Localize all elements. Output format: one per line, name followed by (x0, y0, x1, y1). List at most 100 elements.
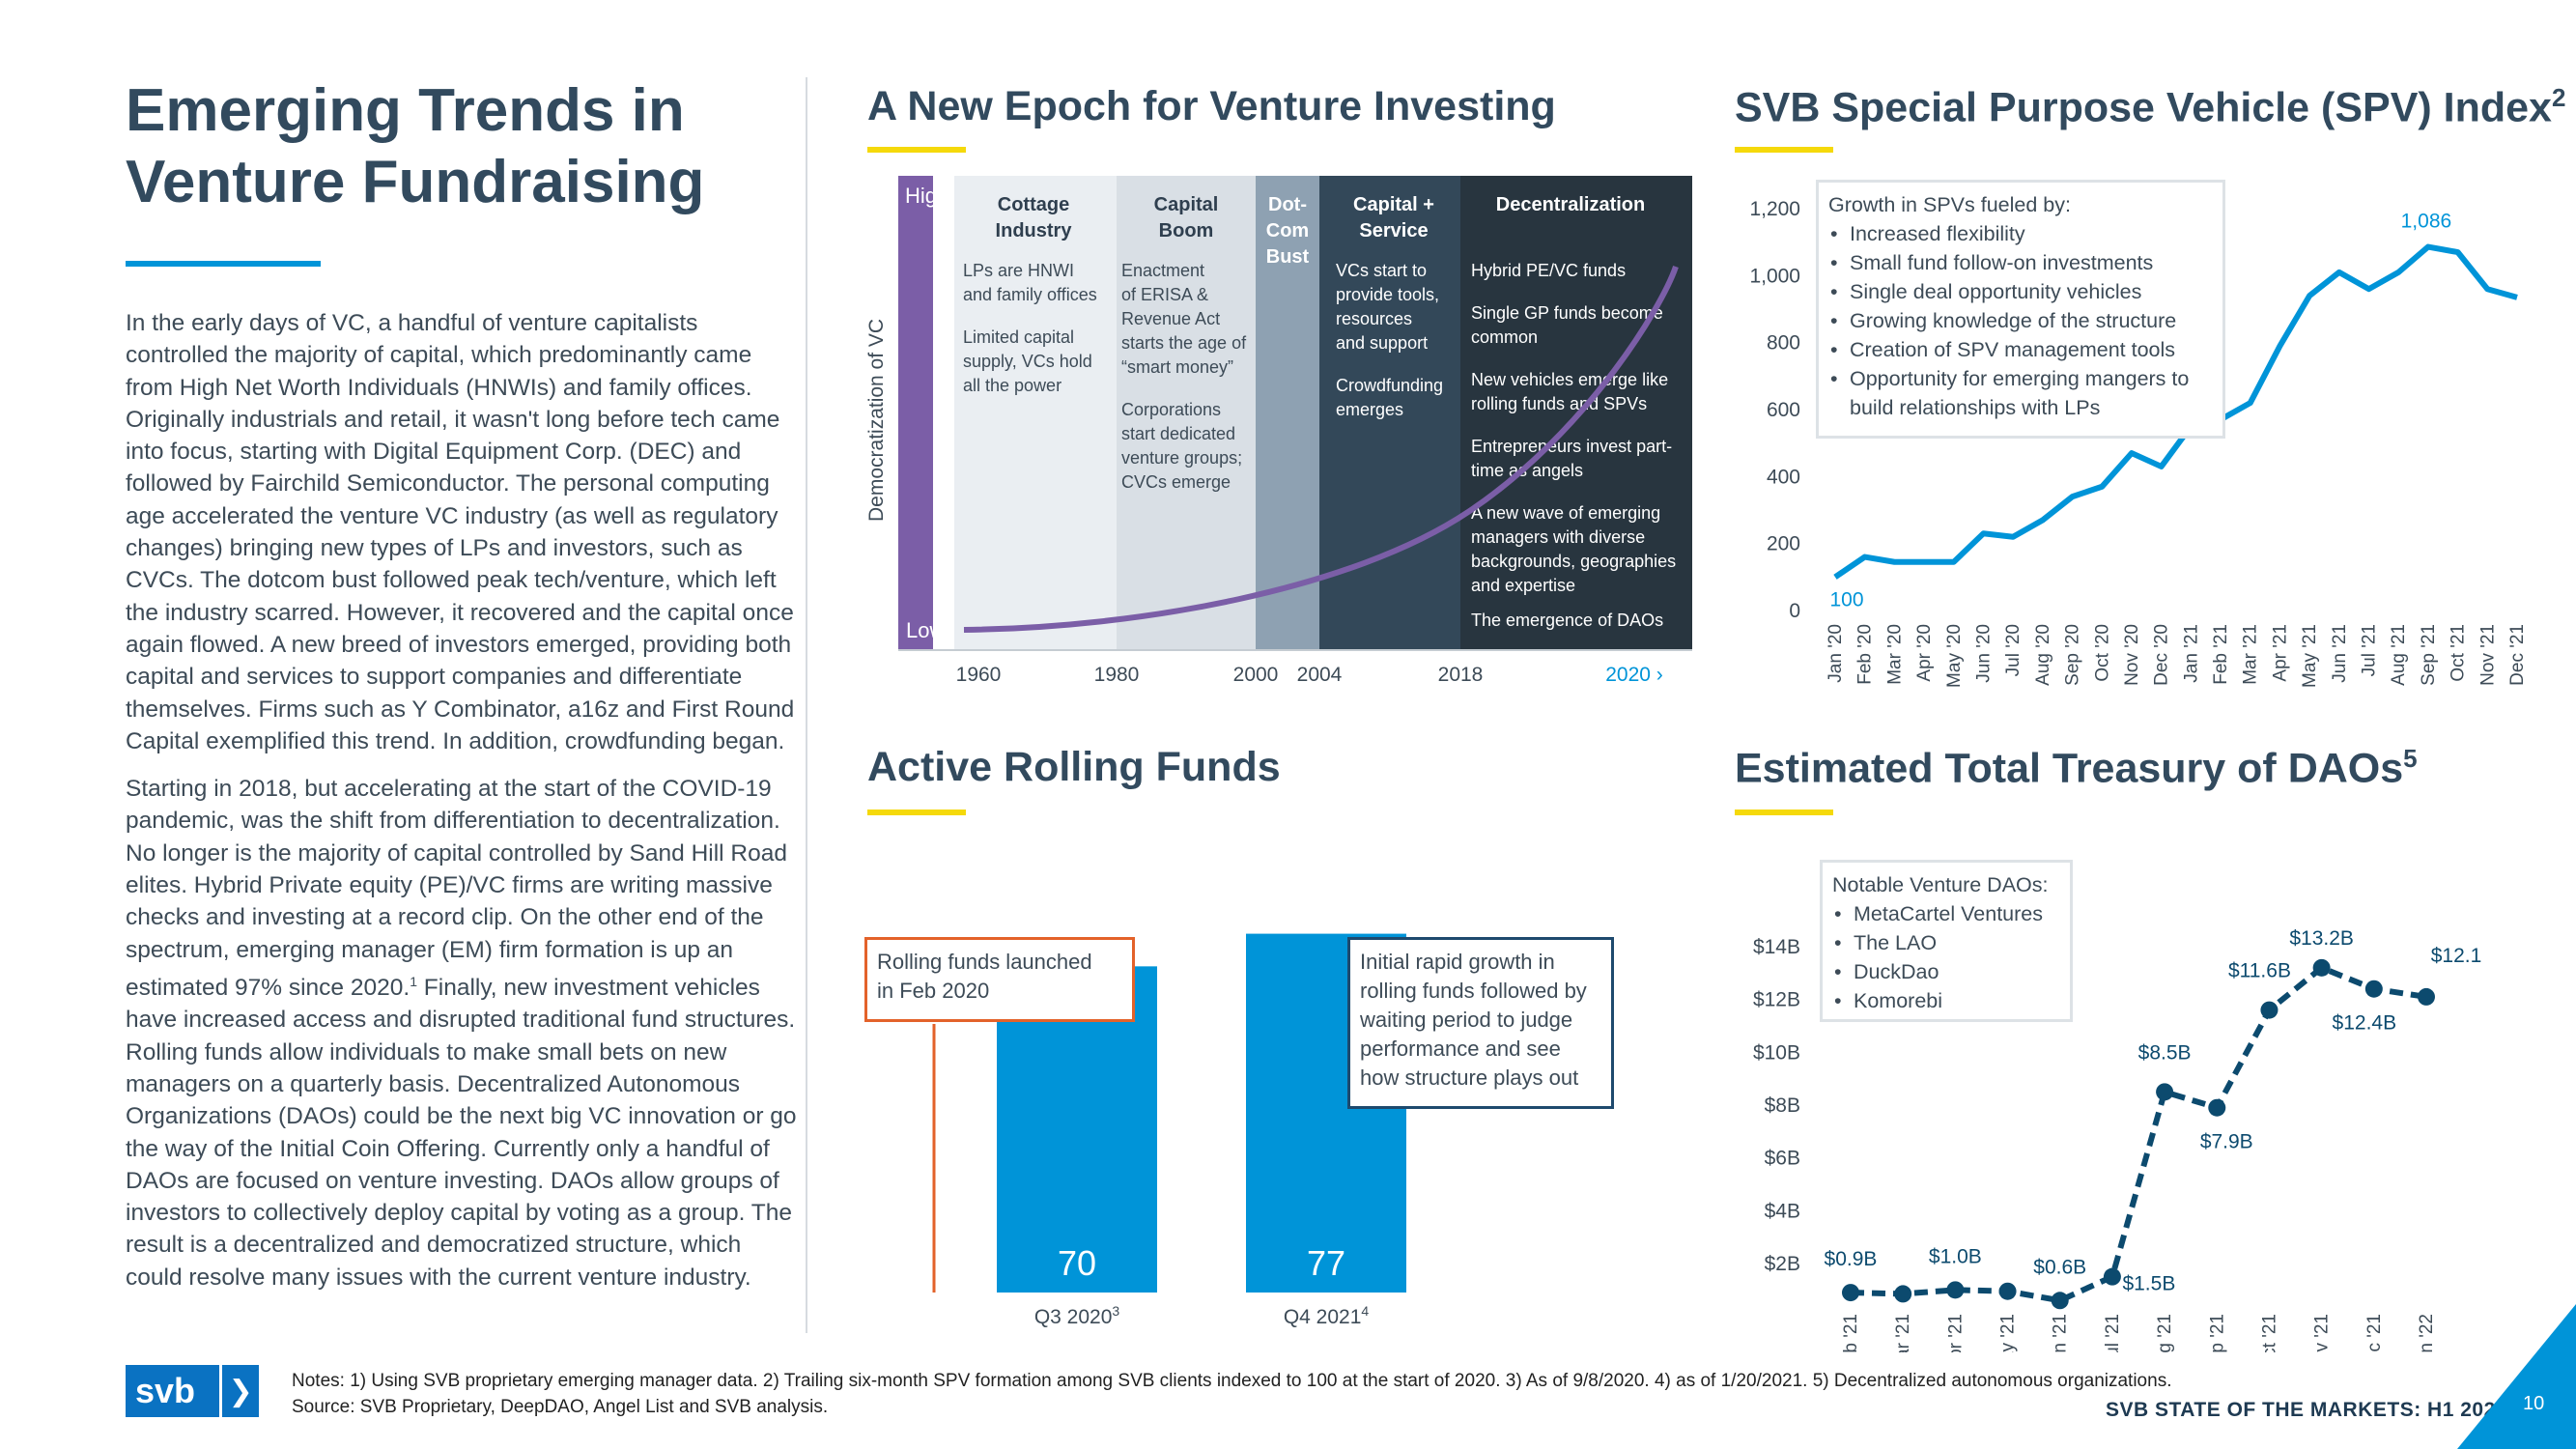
spv-index-line (1833, 243, 2518, 580)
era-bg-cottage (954, 176, 1097, 649)
rolling-callout-right: Initial rapid growth in rolling funds fo… (1347, 937, 1614, 1109)
data-point[interactable] (1894, 1285, 1912, 1303)
y-tick-label: $12B (1753, 989, 1800, 1011)
data-label: $0.6B (2033, 1256, 2086, 1278)
page-title-line-2: Venture Fundraising (126, 149, 705, 215)
x-tick-label: Dec '20 (2152, 624, 2172, 686)
x-tick-label: Oct '21 (2449, 624, 2469, 682)
point-label: 100 (1829, 588, 1863, 611)
era-header-cottage-line-1: Cottage (998, 194, 1069, 215)
x-tick-label: Nov '20 (2122, 624, 2142, 686)
x-tick-label: Oct '21 (2259, 1314, 2279, 1352)
bar-value-label: 70 (1058, 1243, 1096, 1283)
note-line: New vehicles emerge like (1471, 370, 1668, 389)
rolling-title: Active Rolling Funds (867, 744, 1281, 790)
dao-title: Estimated Total Treasury of DAOs5 (1735, 744, 2418, 792)
era-header-dotcom-line-3: Bust (1266, 246, 1310, 268)
note-line: rolling funds and SPVs (1471, 394, 1647, 413)
svb-logo-text: svb (135, 1371, 196, 1410)
data-label: $11.6B (2228, 960, 2291, 982)
democratization-bar (898, 176, 933, 649)
data-point[interactable] (2103, 1267, 2121, 1286)
note-line: VCs start to (1336, 261, 1427, 280)
x-tick-label: Mar '21 (2241, 624, 2261, 685)
x-tick-label: Apr '21 (2270, 624, 2290, 682)
callout-line: waiting period to judge (1360, 1008, 1573, 1032)
era-header-capital-service-line-2: Service (1359, 220, 1428, 242)
year-label: 2004 (1297, 664, 1343, 686)
data-point[interactable] (2312, 958, 2331, 977)
x-tick-label: Oct '20 (2092, 624, 2112, 682)
y-tick-label: $2B (1765, 1253, 1800, 1275)
year-label-2020[interactable]: 2020 › (1605, 664, 1663, 686)
era-bg-dotcom (1256, 176, 1319, 649)
data-point[interactable] (2418, 987, 2435, 1006)
x-tick-label: May '21 (2300, 624, 2320, 688)
y-tick-label: $4B (1765, 1200, 1800, 1222)
page-number: 10 (2523, 1393, 2545, 1414)
data-point[interactable] (2156, 1083, 2174, 1101)
x-tick-label: Apr '21 (1945, 1314, 1966, 1352)
dao-title-text: Estimated Total Treasury of DAOs (1735, 745, 2404, 792)
data-label: $1.0B (1929, 1245, 1982, 1267)
dao-treasury-line (1850, 964, 2427, 1304)
callout-list-item: Small fund follow-on investments (1828, 248, 2213, 277)
footnote-notes: Notes: 1) Using SVB proprietary emerging… (292, 1371, 2172, 1391)
dao-title-underline (1735, 810, 1833, 815)
data-point[interactable] (1842, 1284, 1859, 1302)
spv-callout-list: Increased flexibility Small fund follow-… (1828, 219, 2213, 422)
era-bg-decentralization (1460, 176, 1692, 649)
era-header-dotcom: Dot- Com Bust (1266, 194, 1310, 268)
year-label: 2018 (1438, 664, 1484, 686)
era-header-capital-boom: Capital Boom (1154, 194, 1219, 242)
era-notes-capital-boom: Enactment of ERISA & Revenue Act starts … (1121, 261, 1247, 492)
x-tick-label: Nov '21 (2477, 624, 2498, 686)
data-point[interactable] (2260, 1001, 2279, 1019)
note-line: backgrounds, geographies (1471, 552, 1676, 571)
x-tick-label: Jun '21 (2051, 1314, 2071, 1352)
era-notes-cottage: LPs are HNWI and family offices Limited … (963, 261, 1097, 395)
footnote-ref-1: 1 (410, 973, 417, 989)
epoch-year-axis: 1960 1980 2000 2004 2018 2020 › (956, 664, 1663, 686)
x-tick-label: Apr '20 (1914, 624, 1935, 682)
data-point[interactable] (2051, 1292, 2069, 1310)
callout-line: Rolling funds launched (877, 950, 1092, 974)
y-tick-label: 0 (1789, 600, 1800, 622)
callout-list-item: Growing knowledge of the structure (1828, 306, 2213, 335)
era-bg-capital-boom (1117, 176, 1256, 649)
data-point[interactable] (2208, 1098, 2226, 1117)
y-tick-label: 800 (1767, 332, 1800, 355)
x-tick-label: Jun '20 (1973, 624, 1994, 683)
bar-category-sup: 3 (1112, 1303, 1119, 1319)
data-label: $1.5B (2122, 1273, 2175, 1295)
dao-callout-heading: Notable Venture DAOs: (1832, 873, 2049, 896)
high-label: High (905, 184, 948, 208)
era-header-capital-service-line-1: Capital + (1353, 194, 1434, 215)
data-point[interactable] (1998, 1282, 2017, 1300)
note-line: Corporations (1121, 400, 1221, 419)
note-line: of ERISA & (1121, 285, 1208, 304)
x-tick-label: May '20 (1944, 624, 1965, 688)
era-header-capital-boom-line-1: Capital (1154, 194, 1219, 215)
rolling-callout-left: Rolling funds launched in Feb 2020 (864, 937, 1135, 1022)
spv-callout-heading: Growth in SPVs fueled by: (1828, 193, 2071, 216)
data-label: $8.5B (2138, 1041, 2192, 1064)
spv-title-sup: 2 (2551, 83, 2566, 112)
callout-line: performance and see (1360, 1037, 1561, 1061)
callout-list-item: Single deal opportunity vehicles (1828, 277, 2213, 306)
data-point[interactable] (2364, 980, 2383, 998)
note-line: Entrepreneurs invest part- (1471, 437, 1672, 456)
note-line: Revenue Act (1121, 309, 1220, 328)
x-tick-label: Aug '21 (2389, 624, 2409, 686)
note-line: venture groups; (1121, 448, 1242, 468)
era-header-capital-boom-line-2: Boom (1159, 220, 1214, 242)
note-line: Single GP funds become (1471, 303, 1663, 323)
x-tick-label: Mar '20 (1884, 624, 1905, 685)
note-line: Crowdfunding (1336, 376, 1443, 395)
data-point[interactable] (1946, 1281, 1965, 1299)
callout-list-item: Creation of SPV management tools (1828, 335, 2213, 364)
note-line: all the power (963, 376, 1062, 395)
svb-logo[interactable]: svb ❯ (126, 1365, 259, 1417)
y-tick-label: $10B (1753, 1041, 1800, 1064)
chevron-right-icon: ❯ (219, 1365, 259, 1417)
